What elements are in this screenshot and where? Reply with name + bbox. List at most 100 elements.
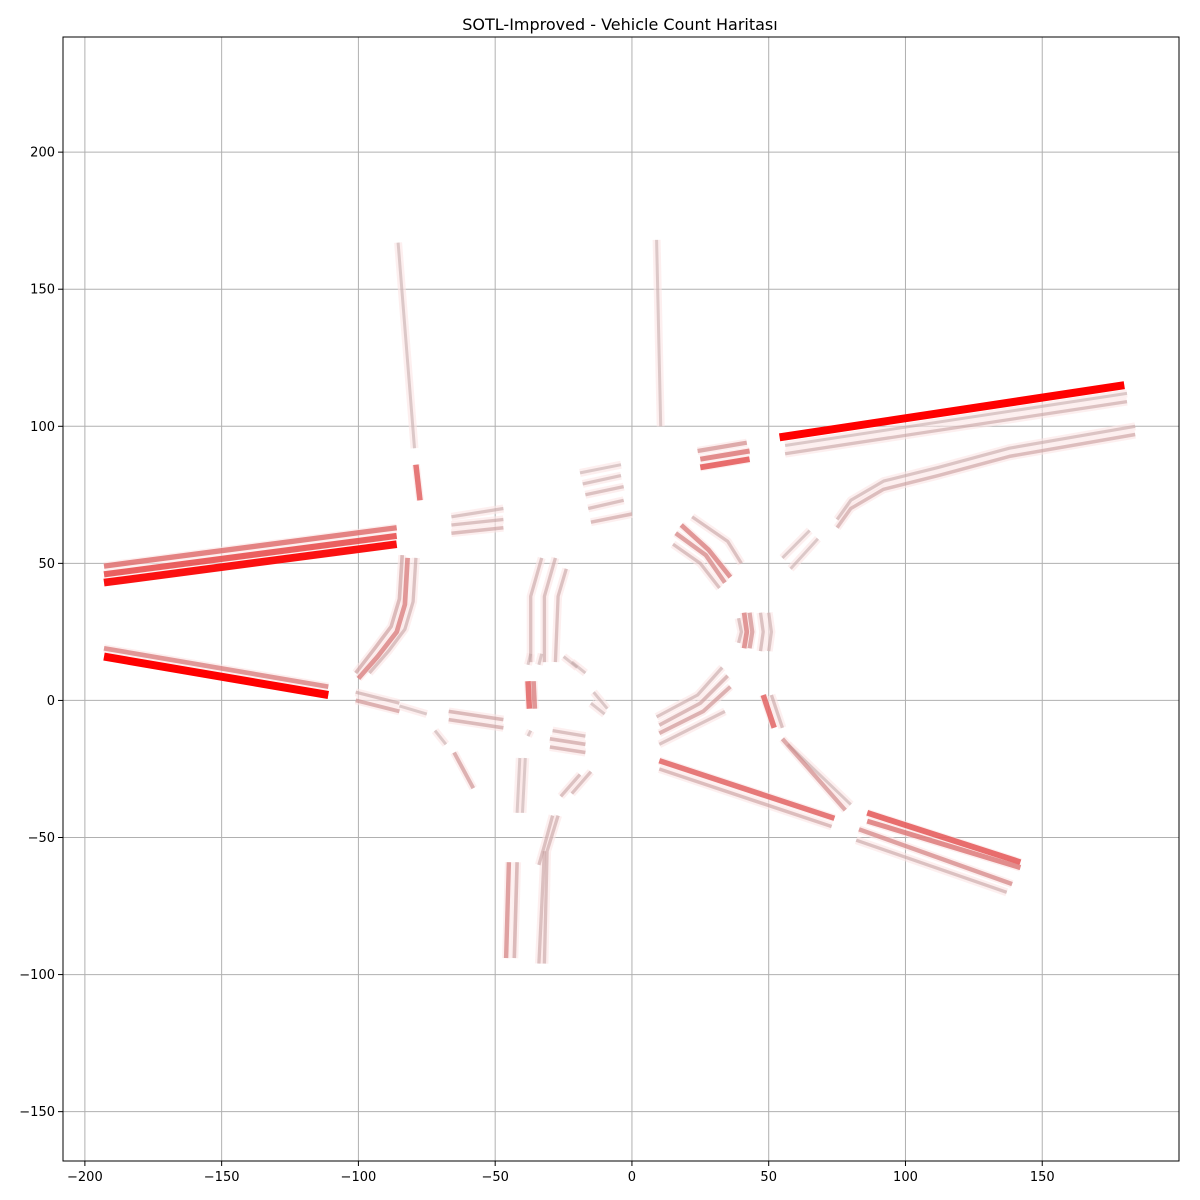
lane-segment xyxy=(512,862,519,959)
x-tick-label: 100 xyxy=(893,1170,918,1185)
lane-segment xyxy=(448,709,504,722)
lane-segment xyxy=(103,652,329,699)
lane-segment xyxy=(549,737,586,747)
lane-segment xyxy=(537,653,544,666)
axis-ticks: −200 −150 −100 −50 0 50 100 150 −150 −100 −50 0 50 10… xyxy=(19,146,1054,1185)
lane-segment xyxy=(542,815,560,964)
lane-segment xyxy=(587,498,625,511)
lane-segment xyxy=(592,691,609,710)
lane-segment xyxy=(699,448,751,462)
lane-segment xyxy=(758,612,765,652)
lane-segment xyxy=(503,862,512,959)
lane-segment xyxy=(655,666,724,719)
lane-segment xyxy=(784,391,1128,447)
lane-segment xyxy=(396,242,416,449)
lane-segment xyxy=(780,737,847,812)
lane-segment xyxy=(531,681,538,709)
lane-segment xyxy=(542,557,557,663)
lane-segment xyxy=(674,531,727,584)
lane-segment xyxy=(537,851,547,964)
lane-segment xyxy=(590,512,633,524)
lane-segment xyxy=(736,617,744,644)
lane-segment xyxy=(448,717,504,730)
lane-segment xyxy=(858,827,1013,887)
lane-segment xyxy=(855,838,1008,894)
lane-segment xyxy=(526,653,533,666)
y-tick-label: 100 xyxy=(30,420,55,435)
lane-segment xyxy=(672,542,721,590)
lane-segment xyxy=(582,474,622,486)
lane-segment xyxy=(515,757,522,813)
lane-segment xyxy=(697,440,748,454)
y-tick-label: −150 xyxy=(19,1105,55,1120)
lane-segment xyxy=(579,463,622,475)
lane-segment xyxy=(699,456,751,471)
lane-segment xyxy=(835,432,1136,529)
x-tick-label: −50 xyxy=(481,1170,508,1185)
y-tick-label: 200 xyxy=(30,146,55,161)
lane-segment xyxy=(691,515,743,565)
lane-segment xyxy=(769,694,784,729)
lane-segment xyxy=(525,681,533,709)
lane-segment xyxy=(741,612,750,649)
x-tick-label: −200 xyxy=(67,1170,103,1185)
chart-title: SOTL-Improved - Vehicle Count Haritası xyxy=(462,15,777,34)
lane-segment xyxy=(537,815,555,866)
lane-segment xyxy=(552,728,586,738)
lane-segment xyxy=(570,660,587,675)
lane-segment xyxy=(103,525,398,569)
lane-segment xyxy=(658,709,726,746)
lane-segment xyxy=(521,757,527,813)
road-lanes xyxy=(103,239,1136,964)
lane-segment xyxy=(835,424,1136,521)
lane-segment xyxy=(355,698,400,714)
lane-segment xyxy=(655,239,663,427)
lane-segment xyxy=(781,529,811,559)
lane-segment xyxy=(451,525,504,535)
lane-segment xyxy=(452,751,476,790)
lane-segment xyxy=(866,818,1022,871)
lane-segment xyxy=(103,532,398,578)
lane-segment xyxy=(368,557,418,675)
lane-segment xyxy=(103,540,398,587)
lane-segment xyxy=(529,557,544,663)
lane-segment xyxy=(760,694,777,729)
lane-segment xyxy=(767,612,774,652)
lane-segment xyxy=(658,767,833,829)
lane-segment xyxy=(451,517,504,527)
lane-segment xyxy=(355,690,400,705)
lane-segment xyxy=(570,770,593,795)
lane-segment xyxy=(789,537,820,570)
lane-segment xyxy=(413,464,423,501)
lane-segment xyxy=(658,758,836,821)
lane-segment xyxy=(747,612,755,649)
lane-segment xyxy=(451,506,504,519)
lane-segment xyxy=(779,381,1125,442)
lane-segment xyxy=(526,729,533,737)
lane-segment xyxy=(658,685,732,736)
lane-segment xyxy=(433,729,448,746)
lane-segment xyxy=(553,568,568,663)
y-tick-label: 50 xyxy=(38,557,55,572)
axes-frame xyxy=(62,36,1180,1162)
lane-segment xyxy=(356,557,410,681)
lane-segment xyxy=(658,674,729,727)
lane-segment xyxy=(103,645,329,690)
y-tick-label: −50 xyxy=(28,831,55,846)
x-tick-label: −100 xyxy=(341,1170,377,1185)
lane-segment xyxy=(398,704,428,716)
y-tick-label: −100 xyxy=(19,968,55,983)
lane-segment xyxy=(679,523,733,579)
lane-segment xyxy=(866,810,1022,865)
lane-segment xyxy=(784,399,1128,456)
lane-segment xyxy=(559,773,582,798)
lane-segment xyxy=(354,554,404,675)
x-tick-label: 0 xyxy=(628,1170,636,1185)
lane-segment xyxy=(549,745,586,755)
y-tick-label: 0 xyxy=(47,694,55,709)
x-tick-label: 50 xyxy=(760,1170,777,1185)
y-tick-label: 150 xyxy=(30,283,55,298)
x-tick-label: −150 xyxy=(204,1170,240,1185)
